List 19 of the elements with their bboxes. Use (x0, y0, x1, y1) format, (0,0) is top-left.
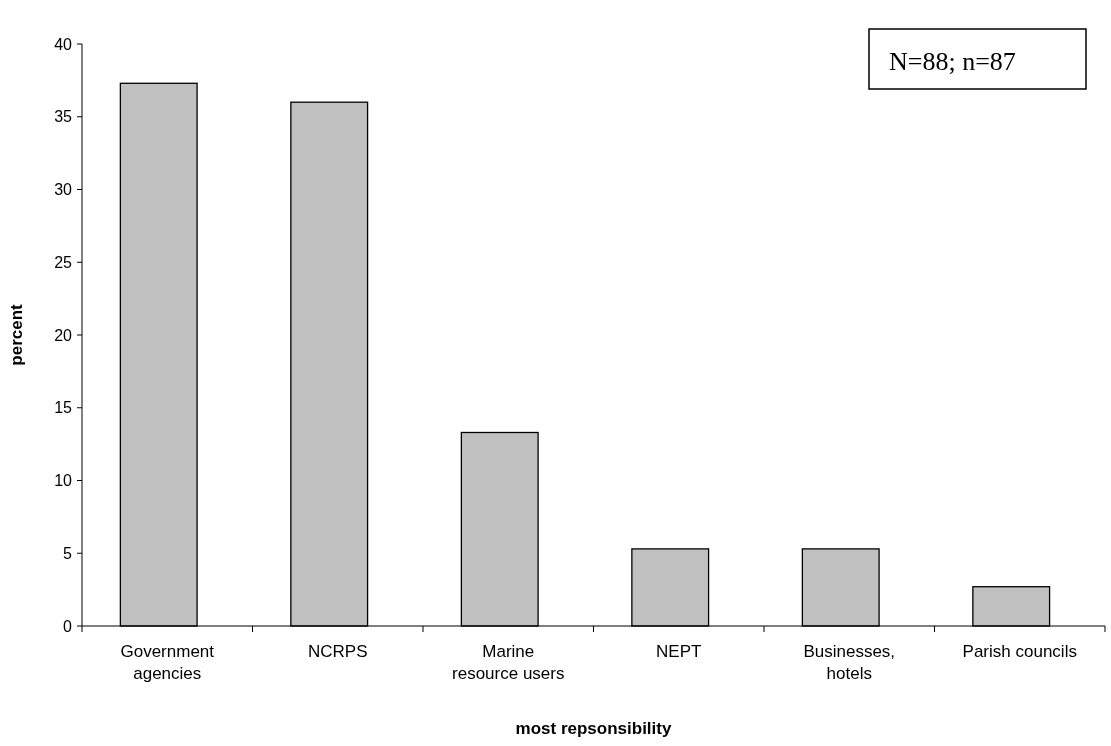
x-tick-label: NCRPS (307, 642, 368, 661)
x-tick-label: Government agencies (120, 642, 215, 683)
x-tick-label: Marine resource users (452, 642, 565, 683)
x-axis-title: most repsonsibility (515, 719, 672, 738)
y-tick-label: 35 (54, 108, 73, 126)
y-tick-label: 0 (63, 617, 73, 635)
y-tick-label: 5 (63, 544, 73, 562)
y-tick-label: 10 (54, 472, 73, 490)
x-tick-label: Parish councils (962, 642, 1077, 661)
y-tick-label: 25 (54, 253, 73, 271)
annotation: N=88; n=87 (889, 47, 1016, 76)
y-tick-label: 20 (54, 326, 73, 344)
y-tick-label: 15 (54, 399, 73, 417)
x-tick-label: NEPT (656, 642, 702, 661)
x-tick-label: Businesses, hotels (803, 642, 896, 683)
y-axis-title: percent (7, 303, 26, 366)
y-tick-label: 40 (54, 35, 73, 53)
y-tick-label: 30 (54, 181, 73, 199)
note-box: N=88; n=87 (868, 28, 1087, 90)
